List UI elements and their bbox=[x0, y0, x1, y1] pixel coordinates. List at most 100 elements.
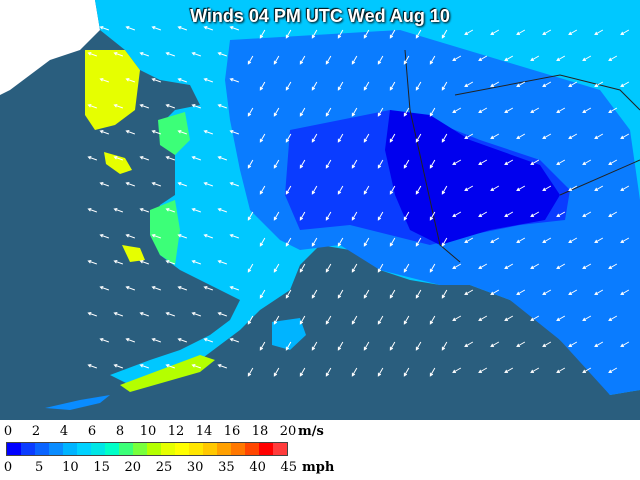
wind-arrow bbox=[452, 159, 462, 166]
wind-arrow bbox=[113, 207, 124, 213]
colorbar-swatch bbox=[203, 443, 217, 455]
wind-arrow bbox=[429, 263, 436, 273]
wind-arrow bbox=[504, 55, 514, 62]
wind-arrow bbox=[452, 55, 462, 62]
wind-arrow bbox=[403, 315, 410, 325]
wind-arrow bbox=[139, 51, 150, 57]
st-lawrence-island bbox=[104, 152, 132, 174]
wind-arrow bbox=[229, 129, 240, 135]
wind-arrow bbox=[337, 81, 344, 91]
wind-arrow bbox=[325, 315, 332, 325]
mph-tick-label: 35 bbox=[218, 460, 235, 475]
wind-arrow bbox=[99, 233, 110, 239]
colorbar-swatch bbox=[273, 443, 287, 455]
wind-arrow bbox=[490, 133, 500, 140]
colorbar-swatch bbox=[119, 443, 133, 455]
wind-arrow bbox=[259, 341, 266, 351]
wind-arrow bbox=[490, 237, 500, 244]
wind-arrow bbox=[177, 233, 188, 239]
wind-arrow bbox=[608, 211, 618, 218]
wind-arrow bbox=[99, 337, 110, 343]
wind-arrow bbox=[452, 107, 462, 114]
wind-arrow bbox=[151, 181, 162, 187]
wind-arrow bbox=[415, 185, 422, 195]
wind-arrow bbox=[556, 263, 566, 270]
wind-arrow bbox=[229, 25, 240, 31]
wind-arrow bbox=[285, 81, 292, 91]
wind-arrow bbox=[441, 185, 448, 195]
wind-arrow bbox=[516, 185, 526, 192]
wind-arrow bbox=[87, 311, 98, 317]
land-norton bbox=[158, 112, 190, 155]
wind-arrow bbox=[325, 263, 332, 273]
wind-arrow bbox=[389, 237, 396, 247]
wind-arrow bbox=[504, 315, 514, 322]
wind-arrow bbox=[139, 363, 150, 369]
wind-arrow bbox=[363, 81, 370, 91]
wind-arrow bbox=[113, 311, 124, 317]
wind-arrow bbox=[285, 289, 292, 299]
colorbar-swatch bbox=[147, 443, 161, 455]
wind-arrow bbox=[403, 107, 410, 117]
wind-arrow bbox=[87, 259, 98, 265]
wind-arrow bbox=[325, 211, 332, 221]
wind-arrow bbox=[504, 211, 514, 218]
wind-arrow bbox=[247, 263, 254, 273]
mph-tick-label: 10 bbox=[62, 460, 79, 475]
wind-arrow bbox=[203, 285, 214, 291]
wind-arrow bbox=[582, 315, 592, 322]
wind-arrow bbox=[273, 211, 280, 221]
legend: 0 2 4 6 8 10 12 14 16 18 20 m/s 0 5 10 15 20 25 30 35 40 45… bbox=[0, 420, 640, 480]
wind-arrow bbox=[490, 289, 500, 296]
wind-arrow bbox=[568, 237, 578, 244]
wind-arrow bbox=[429, 55, 436, 65]
colorbar-swatch bbox=[245, 443, 259, 455]
wind-arrow bbox=[113, 103, 124, 109]
wind-arrow bbox=[441, 29, 448, 39]
wind-arrow bbox=[608, 367, 618, 374]
wind-arrow bbox=[594, 133, 604, 140]
wind-arrow bbox=[325, 367, 332, 377]
wind-arrow bbox=[113, 259, 124, 265]
wind-arrow bbox=[429, 367, 436, 377]
wind-arrow bbox=[247, 107, 254, 117]
wind-arrow bbox=[452, 367, 462, 374]
wind-arrow bbox=[620, 29, 630, 36]
wind-arrow bbox=[582, 159, 592, 166]
wind-arrow bbox=[273, 55, 280, 65]
wind-arrow bbox=[530, 159, 540, 166]
kodiak-island bbox=[272, 318, 306, 350]
wind-arrow bbox=[415, 341, 422, 351]
wind-arrow bbox=[191, 207, 202, 213]
wind-arrow bbox=[377, 367, 384, 377]
wind-arrow bbox=[542, 237, 552, 244]
wind-arrow bbox=[620, 289, 630, 296]
wind-arrow bbox=[363, 237, 370, 247]
wind-arrow bbox=[217, 155, 228, 161]
wind-arrow bbox=[542, 133, 552, 140]
wind-arrow bbox=[273, 315, 280, 325]
wind-arrow bbox=[351, 211, 358, 221]
wind-arrow bbox=[403, 211, 410, 221]
wind-arrow bbox=[608, 55, 618, 62]
wind-arrow bbox=[125, 25, 136, 31]
wind-arrow bbox=[594, 289, 604, 296]
wind-arrow bbox=[203, 77, 214, 83]
wind-arrow bbox=[608, 263, 618, 270]
wind-arrow bbox=[568, 341, 578, 348]
wind-arrow bbox=[151, 285, 162, 291]
wind-arrow bbox=[177, 129, 188, 135]
wind-arrow bbox=[452, 263, 462, 270]
wind-arrow bbox=[377, 263, 384, 273]
wind-arrow bbox=[177, 285, 188, 291]
wind-arrow bbox=[87, 363, 98, 369]
wind-arrow bbox=[490, 341, 500, 348]
mph-tick-label: 0 bbox=[3, 460, 13, 475]
wind-arrow bbox=[403, 263, 410, 273]
wind-arrow bbox=[125, 129, 136, 135]
colorbar-swatch bbox=[63, 443, 77, 455]
wind-map[interactable]: Winds 04 PM UTC Wed Aug 10 bbox=[0, 0, 640, 420]
wind-arrow bbox=[403, 159, 410, 169]
wind-arrow bbox=[217, 259, 228, 265]
mph-tick-label: 15 bbox=[93, 460, 110, 475]
